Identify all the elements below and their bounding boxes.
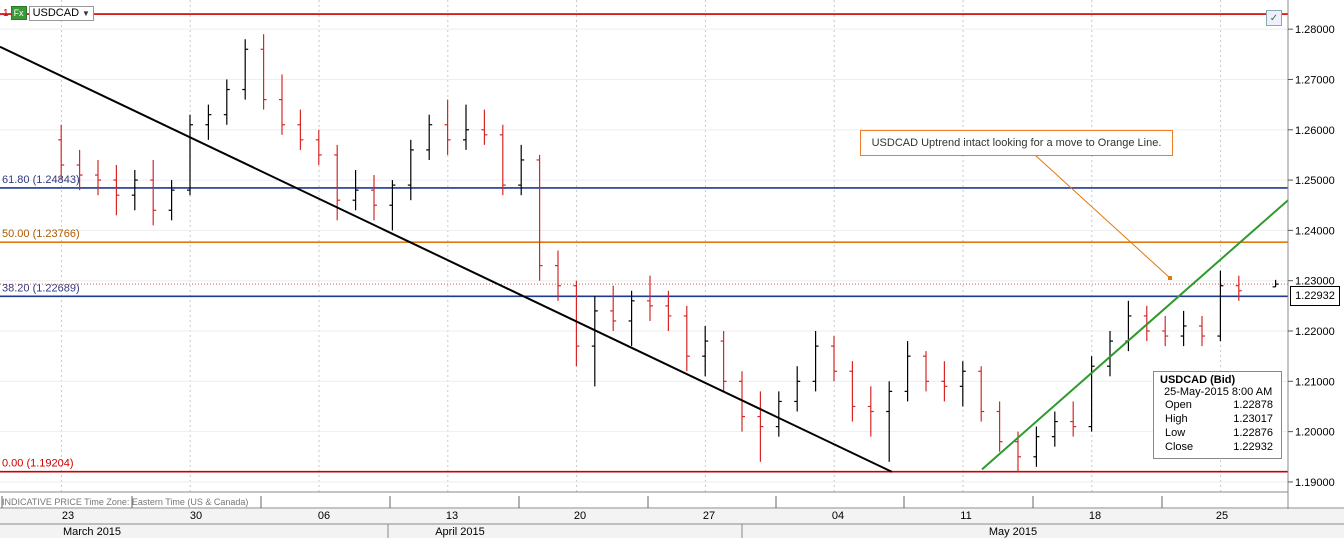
month-label: March 2015 bbox=[63, 526, 121, 538]
indicative-price-note: INDICATIVE PRICE Time Zone: Eastern Time… bbox=[2, 497, 249, 507]
ohlc-value: 1.22876 bbox=[1233, 427, 1273, 439]
ohlc-row: Low 1.22876 bbox=[1154, 426, 1281, 440]
y-tick-label: 1.26000 bbox=[1295, 125, 1335, 137]
month-label: April 2015 bbox=[435, 526, 485, 538]
ohlc-row: Close 1.22932 bbox=[1154, 440, 1281, 454]
fib-label: 61.80 (1.24843) bbox=[2, 174, 80, 186]
downtrend-line bbox=[0, 45, 893, 473]
symbol-ticker: USDCAD bbox=[32, 6, 80, 19]
x-tick-label: 06 bbox=[318, 510, 330, 522]
chevron-down-icon[interactable]: ▼ bbox=[82, 8, 90, 18]
ohlc-tooltip: USDCAD (Bid) 25-May-2015 8:00 AM Open 1.… bbox=[1153, 371, 1282, 459]
x-tick-label: 04 bbox=[832, 510, 844, 522]
y-tick-label: 1.28000 bbox=[1295, 24, 1335, 36]
ohlc-row: Open 1.22878 bbox=[1154, 398, 1281, 412]
ohlc-value: 1.23017 bbox=[1233, 413, 1273, 425]
ohlc-label: High bbox=[1165, 413, 1188, 425]
x-tick-label: 20 bbox=[574, 510, 586, 522]
fib-label: 0.00 (1.19204) bbox=[2, 458, 74, 470]
y-tick-label: 1.25000 bbox=[1295, 175, 1335, 187]
annotation-pointer-tip bbox=[1168, 276, 1172, 280]
y-tick-label: 1.24000 bbox=[1295, 225, 1335, 237]
y-tick-label: 1.19000 bbox=[1295, 477, 1335, 489]
y-tick-label: 1.22000 bbox=[1295, 326, 1335, 338]
y-tick-label: 1.21000 bbox=[1295, 376, 1335, 388]
chart-annotation[interactable]: USDCAD Uptrend intact looking for a move… bbox=[860, 130, 1173, 156]
ohlc-value: 1.22932 bbox=[1233, 441, 1273, 453]
ohlc-label: Close bbox=[1165, 441, 1194, 453]
x-tick-label: 11 bbox=[960, 510, 971, 522]
x-tick-label: 13 bbox=[446, 510, 458, 522]
ohlc-row: High 1.23017 bbox=[1154, 412, 1281, 426]
current-price-tag: 1.22932 bbox=[1290, 286, 1340, 306]
y-tick-label: 1.27000 bbox=[1295, 74, 1335, 86]
uptrend-line bbox=[981, 199, 1289, 471]
annotation-pointer bbox=[1034, 154, 1171, 279]
symbol-selector[interactable]: 1 Fx USDCAD ▼ bbox=[0, 5, 94, 21]
ohlc-value: 1.22878 bbox=[1233, 399, 1273, 411]
chart-number: 1 bbox=[3, 7, 9, 19]
current-price: 1.22932 bbox=[1295, 290, 1335, 302]
x-tick-label: 27 bbox=[703, 510, 715, 522]
x-tick-label: 23 bbox=[62, 510, 74, 522]
x-tick-label: 18 bbox=[1089, 510, 1101, 522]
ohlc-date: 25-May-2015 8:00 AM bbox=[1164, 386, 1273, 398]
trendline-tool-icon[interactable]: ✓ bbox=[1266, 10, 1282, 26]
annotation-text: USDCAD Uptrend intact looking for a move… bbox=[871, 137, 1162, 149]
ohlc-label: Low bbox=[1165, 427, 1186, 439]
fib-label: 50.00 (1.23766) bbox=[2, 228, 80, 240]
ohlc-label: Open bbox=[1165, 399, 1192, 411]
fx-badge: Fx bbox=[10, 6, 27, 20]
plot-area bbox=[0, 0, 1288, 492]
symbol-field[interactable]: USDCAD ▼ bbox=[28, 5, 94, 21]
ohlc-title: USDCAD (Bid) bbox=[1160, 374, 1236, 386]
x-tick-label: 25 bbox=[1216, 510, 1228, 522]
fib-label: 38.20 (1.22689) bbox=[2, 282, 80, 294]
y-tick-label: 1.23000 bbox=[1295, 276, 1335, 288]
x-tick-label: 30 bbox=[190, 510, 202, 522]
y-tick-label: 1.20000 bbox=[1295, 427, 1335, 439]
month-label: May 2015 bbox=[989, 526, 1037, 538]
